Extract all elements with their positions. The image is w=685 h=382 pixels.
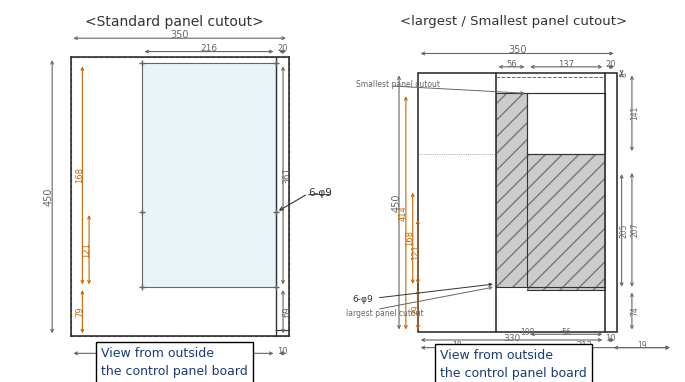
Text: 20: 20 [277,44,288,53]
Text: 79: 79 [411,304,420,315]
Text: 450: 450 [391,193,401,212]
Text: 6-φ9: 6-φ9 [353,295,373,304]
Text: 350: 350 [171,30,189,40]
Text: 350: 350 [508,45,527,55]
Text: 8: 8 [620,73,629,77]
Text: 414: 414 [399,205,408,221]
Text: 79: 79 [75,306,84,317]
Bar [479,352,497,363]
Text: 6-φ9: 6-φ9 [308,188,332,198]
Text: 312: 312 [576,341,592,350]
Text: 168: 168 [406,230,414,246]
Text: 330: 330 [164,346,183,356]
Text: 69: 69 [283,306,292,317]
Bar [418,73,616,332]
Text: 121: 121 [82,242,91,257]
Text: 216: 216 [201,44,218,53]
Text: 74: 74 [630,306,640,316]
Text: 18: 18 [452,341,462,350]
Text: largest panel cutout: largest panel cutout [346,309,423,318]
Text: <Standard panel cutout>: <Standard panel cutout> [86,15,264,29]
Text: 141: 141 [630,106,640,120]
Text: <largest / Smallest panel cutout>: <largest / Smallest panel cutout> [400,15,627,28]
Bar [527,287,605,290]
Text: 10: 10 [277,347,288,356]
Text: 205: 205 [620,223,629,238]
Text: 361: 361 [283,167,292,184]
Text: 10: 10 [606,333,616,343]
Bar [527,93,605,154]
Text: 168: 168 [75,167,84,183]
Text: Panel cutout area: Panel cutout area [501,353,569,362]
Text: 108: 108 [520,328,534,337]
Bar [496,93,527,287]
Text: 207: 207 [630,223,640,237]
Bar [71,57,289,336]
Text: 56: 56 [562,328,571,337]
Text: View from outside
the control panel board: View from outside the control panel boar… [101,347,248,379]
Text: 330: 330 [503,333,520,343]
Text: View from outside
the control panel board: View from outside the control panel boar… [440,349,587,380]
Bar [527,154,605,287]
Text: 20: 20 [606,60,616,69]
Text: 56: 56 [506,60,516,69]
Text: 121: 121 [411,244,420,260]
Text: 19: 19 [637,341,647,350]
Text: 450: 450 [44,188,54,206]
Text: 137: 137 [558,60,574,69]
Text: Smallest panel cutout: Smallest panel cutout [356,79,440,89]
Bar [142,63,276,287]
